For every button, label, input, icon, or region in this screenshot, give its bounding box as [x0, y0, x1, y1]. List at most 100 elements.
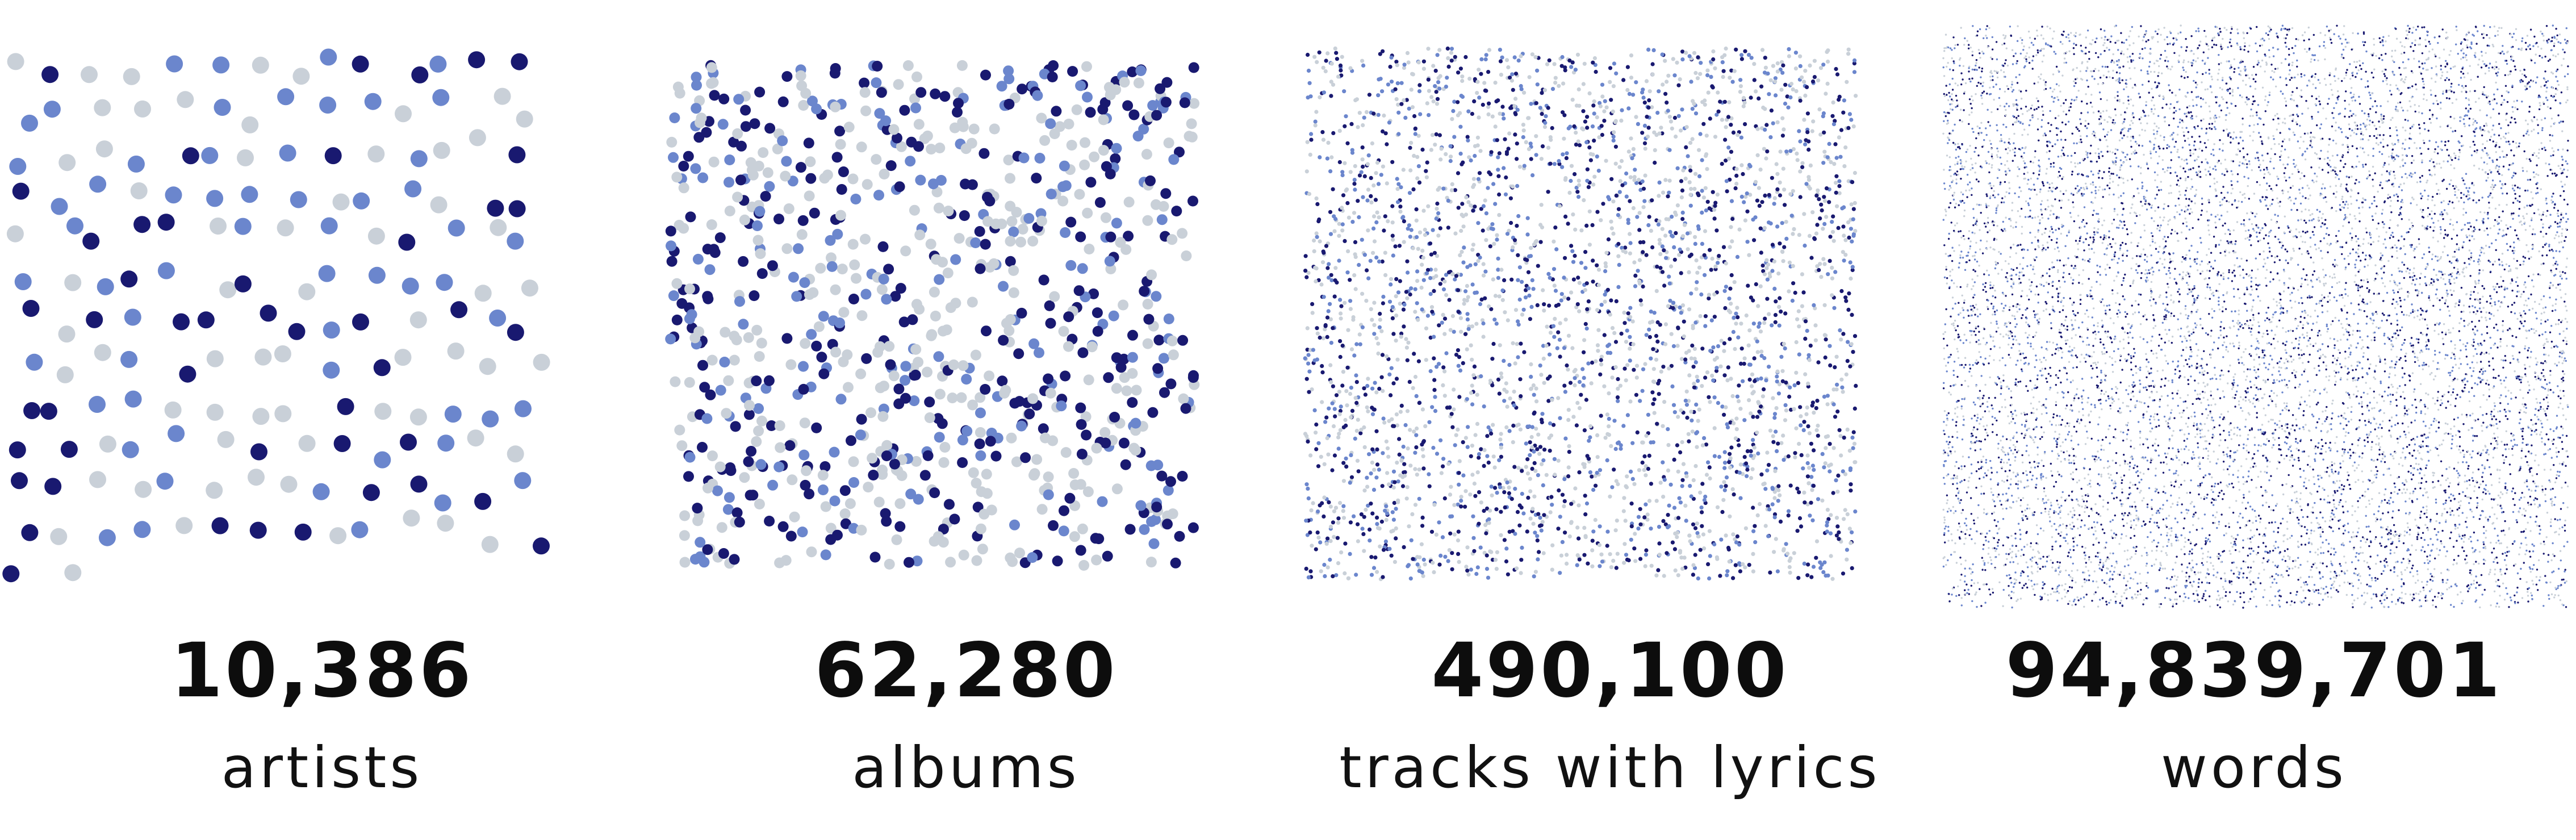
- dot: [843, 382, 854, 393]
- dot: [1525, 529, 1529, 534]
- dot: [1741, 96, 1746, 101]
- dot: [1492, 317, 1497, 322]
- dot: [1316, 509, 1320, 514]
- dot: [1642, 199, 1647, 203]
- dot: [2426, 181, 2428, 183]
- dot: [1502, 538, 1507, 542]
- dot: [1043, 373, 1054, 385]
- dot: [1738, 569, 1742, 574]
- dot: [1794, 370, 1799, 375]
- dot: [1532, 461, 1537, 466]
- dot: [1529, 157, 1533, 161]
- dot: [1427, 420, 1432, 424]
- dot: [895, 283, 906, 294]
- dot: [1731, 329, 1736, 335]
- dot: [1629, 537, 1633, 542]
- dot: [1810, 400, 1815, 405]
- dot: [1571, 260, 1576, 264]
- dot: [1482, 508, 1486, 513]
- dot: [1645, 135, 1650, 139]
- dot: [1743, 526, 1748, 530]
- dot: [1626, 311, 1630, 316]
- dot: [1770, 175, 1774, 180]
- dot: [1396, 110, 1401, 115]
- dot: [1730, 80, 1735, 84]
- dot: [1349, 415, 1353, 420]
- dot: [1328, 363, 1333, 367]
- dot: [1566, 408, 1571, 412]
- dot: [2210, 329, 2213, 332]
- dot: [1969, 145, 1971, 147]
- dot: [1624, 171, 1629, 176]
- dot: [1807, 358, 1812, 362]
- dot: [1314, 196, 1319, 200]
- dot: [1696, 55, 1700, 60]
- dot: [1635, 430, 1640, 435]
- dot: [1439, 147, 1444, 151]
- dot: [1377, 325, 1382, 329]
- dot: [1312, 408, 1317, 413]
- dot: [1617, 262, 1621, 267]
- dot: [432, 89, 450, 106]
- dot: [1390, 233, 1395, 238]
- dot: [881, 516, 892, 527]
- dot: [1043, 489, 1054, 500]
- dot: [1478, 545, 1483, 550]
- dot: [1429, 529, 1435, 534]
- dot: [704, 264, 716, 275]
- dot: [902, 60, 914, 71]
- dot: [1341, 509, 1345, 513]
- dot: [876, 87, 887, 98]
- dot: [2383, 494, 2386, 496]
- dot: [1821, 257, 1826, 261]
- dot: [241, 116, 259, 133]
- dot: [1593, 474, 1598, 478]
- dot: [1654, 133, 1659, 137]
- dot: [950, 298, 961, 309]
- dot: [1098, 145, 1109, 156]
- dot: [2404, 569, 2406, 571]
- dot: [1349, 475, 1354, 479]
- dot: [738, 256, 749, 267]
- dot: [1541, 344, 1546, 348]
- dot: [2278, 420, 2281, 422]
- dot: [1608, 552, 1612, 557]
- dot: [1168, 154, 1180, 165]
- dot: [1732, 280, 1737, 285]
- dot: [1786, 105, 1791, 110]
- dot: [1680, 49, 1685, 54]
- dot: [1830, 576, 1835, 581]
- dot: [1506, 147, 1511, 151]
- dot: [1614, 566, 1619, 570]
- dot: [1850, 239, 1854, 244]
- dot: [1488, 378, 1493, 383]
- dot: [1153, 335, 1165, 346]
- dot: [1629, 524, 1634, 529]
- dot: [1637, 211, 1642, 215]
- dot: [1722, 341, 1726, 346]
- dot: [1394, 294, 1398, 299]
- dot: [1719, 338, 1724, 343]
- dot: [1787, 47, 1791, 52]
- dot: [1456, 348, 1460, 353]
- dot: [1751, 529, 1756, 533]
- dot: [1764, 266, 1769, 270]
- dot: [1701, 122, 1706, 126]
- dot: [1825, 520, 1830, 525]
- dot: [1579, 392, 1583, 397]
- dot: [2079, 514, 2081, 516]
- dot: [1513, 97, 1518, 101]
- dot: [974, 438, 985, 449]
- dot: [1188, 62, 1199, 73]
- dot: [774, 557, 785, 569]
- dot: [1584, 398, 1588, 402]
- dot: [1774, 406, 1779, 411]
- dot: [1736, 335, 1741, 340]
- dot: [1841, 390, 1845, 394]
- dot: [352, 313, 369, 331]
- dot: [1716, 261, 1720, 265]
- dot: [2462, 343, 2465, 345]
- dot: [1802, 561, 1806, 566]
- dot: [1369, 572, 1374, 577]
- dot: [2452, 185, 2454, 187]
